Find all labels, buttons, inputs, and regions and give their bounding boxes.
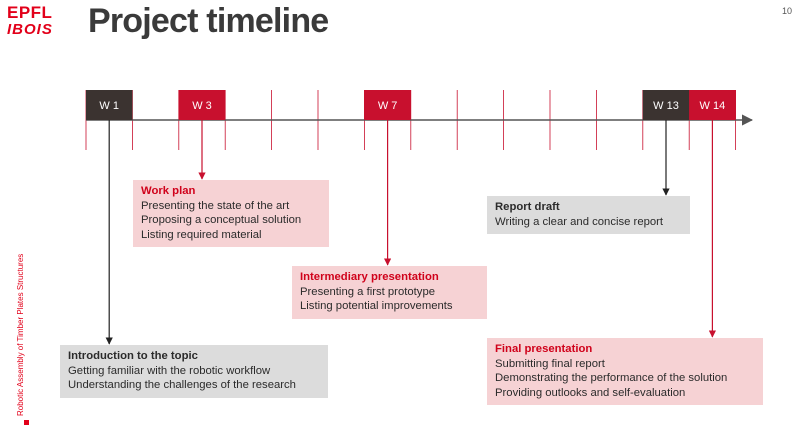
box-final-line: Submitting final report (495, 357, 605, 370)
milestone-w7: W 7 (364, 90, 411, 120)
box-final-title: Final presentation (495, 343, 593, 355)
box-introduction-line: Understanding the challenges of the rese… (68, 379, 296, 391)
box-work-plan-line: Listing required material (141, 228, 262, 241)
box-report-line: Writing a clear and concise report (495, 215, 664, 228)
milestone-label: W 1 (99, 100, 119, 112)
box-intermediary-line: Listing potential improvements (300, 300, 453, 312)
box-work-plan-title: Work plan (141, 185, 196, 197)
box-final-line: Demonstrating the performance of the sol… (495, 372, 728, 384)
milestone-w3: W 3 (178, 90, 226, 120)
logo-line-ibois: IBOIS (7, 21, 53, 38)
box-report-title: Report draft (495, 201, 560, 213)
box-introduction-title: Introduction to the topic (68, 350, 198, 362)
milestone-box (86, 90, 133, 120)
milestone-box (178, 90, 226, 120)
milestone-box (689, 90, 736, 120)
page-number: 10 (781, 6, 792, 16)
milestone-box (642, 90, 690, 120)
milestone-w1: W 1 (86, 90, 133, 120)
box-introduction: Introduction to the topic Getting famili… (60, 345, 328, 398)
milestone-w13: W 13 (642, 90, 690, 120)
milestone-label: W 13 (653, 100, 679, 112)
page-title: Project timeline (88, 2, 329, 40)
milestone-label: W 3 (192, 100, 212, 112)
box-intermediary-presentation: Intermediary presentation Presenting a f… (292, 266, 487, 319)
box-introduction-line: Getting familiar with the robotic workfl… (68, 364, 271, 377)
box-work-plan-line: Proposing a conceptual solution (141, 214, 302, 226)
epfl-ibois-logo: EPFL IBOIS (7, 4, 53, 37)
logo-line-epfl: EPFL (7, 3, 53, 22)
box-intermediary-line: Presenting a first prototype (300, 285, 436, 298)
box-final-line: Providing outlooks and self-evaluation (495, 386, 686, 399)
milestone-w14: W 14 (689, 90, 736, 120)
milestone-label: W 14 (700, 100, 726, 112)
box-report-draft: Report draft Writing a clear and concise… (487, 196, 690, 234)
box-work-plan: Work plan Presenting the state of the ar… (133, 180, 329, 247)
milestone-box (364, 90, 411, 120)
box-intermediary-title: Intermediary presentation (300, 271, 439, 283)
milestone-label: W 7 (378, 100, 398, 112)
sidebar-marker (24, 420, 29, 425)
box-work-plan-line: Presenting the state of the art (141, 199, 290, 212)
box-final-presentation: Final presentation Submitting final repo… (487, 338, 763, 405)
